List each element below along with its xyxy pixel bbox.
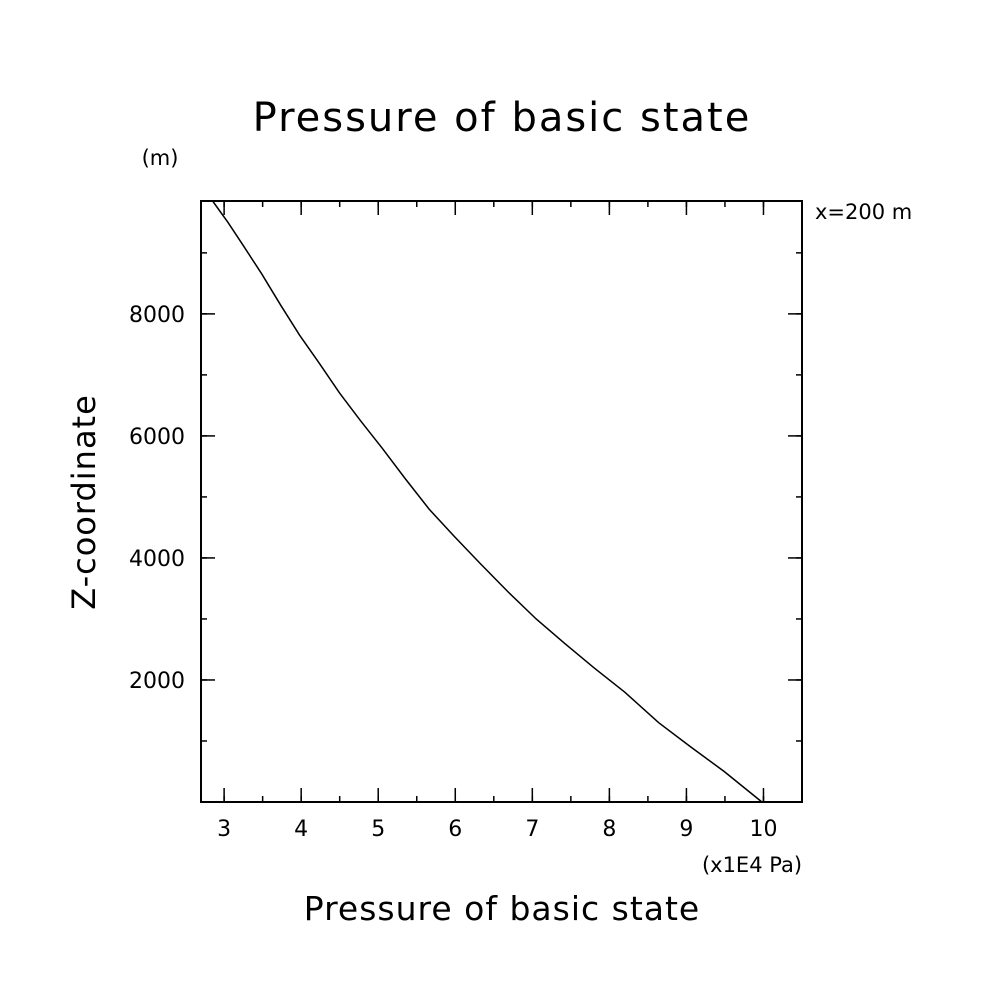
x-tick-label: 3 xyxy=(217,817,231,842)
chart-title: Pressure of basic state xyxy=(253,95,752,141)
y-tick-label: 4000 xyxy=(129,547,185,572)
y-unit-label: (m) xyxy=(142,146,179,170)
x-tick-label: 5 xyxy=(371,817,385,842)
y-tick-label: 2000 xyxy=(129,669,185,694)
pressure-curve xyxy=(211,200,763,803)
y-tick-label: 8000 xyxy=(129,303,185,328)
axis-ticks xyxy=(201,201,803,802)
y-axis-label: Z-coordinate xyxy=(65,394,103,610)
position-annotation: x=200 m xyxy=(815,200,912,224)
x-tick-labels: 3 4 5 6 7 8 9 10 xyxy=(217,817,777,842)
x-axis-label: Pressure of basic state xyxy=(304,889,700,928)
x-tick-label: 8 xyxy=(602,817,616,842)
plot-frame xyxy=(200,200,803,803)
x-multiplier-label: (x1E4 Pa) xyxy=(702,853,802,877)
y-tick-labels: 2000 4000 6000 8000 xyxy=(129,303,185,694)
y-tick-label: 6000 xyxy=(129,425,185,450)
x-tick-label: 10 xyxy=(749,817,777,842)
x-tick-label: 9 xyxy=(679,817,693,842)
x-tick-label: 4 xyxy=(294,817,308,842)
x-tick-label: 7 xyxy=(525,817,539,842)
x-tick-label: 6 xyxy=(448,817,462,842)
